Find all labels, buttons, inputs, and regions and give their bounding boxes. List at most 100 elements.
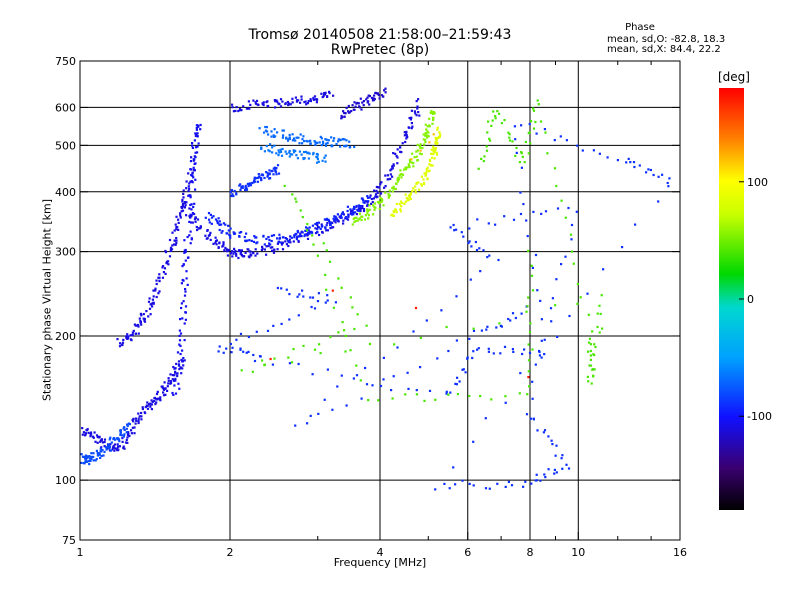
data-point <box>321 224 324 228</box>
data-point <box>426 134 429 137</box>
data-point <box>145 310 148 313</box>
data-point <box>248 239 251 242</box>
data-point <box>528 351 532 355</box>
data-point <box>319 227 322 230</box>
data-point <box>89 431 93 434</box>
data-point <box>318 343 321 346</box>
data-point <box>527 296 530 299</box>
data-point <box>89 435 92 438</box>
data-point <box>355 213 358 216</box>
data-point <box>92 452 95 455</box>
data-point <box>194 162 197 165</box>
data-point <box>109 449 112 452</box>
data-point <box>184 288 187 291</box>
data-point <box>224 223 227 226</box>
data-point <box>588 337 591 340</box>
data-point <box>308 226 311 229</box>
data-point <box>276 131 279 134</box>
data-point <box>406 371 409 374</box>
data-point <box>181 265 184 268</box>
data-point <box>99 450 102 453</box>
data-point <box>525 219 528 222</box>
data-point <box>281 136 284 139</box>
data-point <box>269 246 272 249</box>
data-point <box>347 110 350 113</box>
data-point <box>592 149 595 152</box>
data-point <box>377 94 380 97</box>
data-point <box>191 171 194 174</box>
data-point <box>337 220 340 223</box>
data-point <box>229 234 232 237</box>
data-point <box>540 212 543 215</box>
data-point <box>368 103 371 106</box>
data-point <box>668 177 671 180</box>
data-point <box>590 382 593 385</box>
data-point <box>367 214 370 217</box>
data-point <box>225 347 228 350</box>
data-point <box>161 266 164 269</box>
data-point <box>174 392 178 395</box>
data-point <box>403 131 406 134</box>
data-point <box>496 482 499 485</box>
x-tick-label: 6 <box>464 546 471 559</box>
data-point <box>123 433 126 436</box>
data-point <box>126 333 129 336</box>
data-point <box>428 141 431 144</box>
data-point <box>177 382 180 385</box>
data-point <box>229 236 232 239</box>
data-point <box>526 235 529 238</box>
data-point <box>539 479 542 482</box>
data-point <box>377 399 380 402</box>
data-point <box>259 355 262 358</box>
colorbar-tick-label: -100 <box>747 410 772 423</box>
data-point <box>173 229 176 232</box>
data-point <box>209 213 212 216</box>
data-point <box>432 133 435 136</box>
data-point <box>543 473 546 476</box>
data-point <box>190 168 193 171</box>
data-point <box>338 215 341 218</box>
data-point <box>420 184 423 187</box>
data-point <box>387 196 390 199</box>
data-point <box>348 140 351 143</box>
data-point <box>527 370 530 373</box>
data-point <box>396 148 399 151</box>
data-point <box>178 343 181 346</box>
data-point <box>300 235 303 238</box>
data-point <box>409 193 412 196</box>
data-point <box>283 184 286 187</box>
data-point <box>291 139 294 142</box>
data-point <box>367 100 370 103</box>
data-point <box>361 205 364 208</box>
data-point <box>579 296 582 299</box>
data-point <box>137 332 140 335</box>
data-point <box>326 299 329 302</box>
data-point <box>231 193 234 196</box>
data-point <box>299 209 302 212</box>
data-point <box>495 326 498 329</box>
data-point <box>163 267 167 270</box>
data-point <box>161 385 164 388</box>
data-point <box>281 241 284 244</box>
data-point <box>430 152 433 155</box>
data-point <box>193 139 196 142</box>
data-point <box>190 203 193 206</box>
data-point <box>188 215 191 218</box>
data-point <box>309 142 312 145</box>
data-point <box>461 368 464 371</box>
data-point <box>556 335 559 338</box>
colorbar-unit: [deg] <box>718 70 750 84</box>
data-point <box>343 111 346 115</box>
data-point <box>99 456 102 459</box>
data-point <box>252 181 255 184</box>
data-point <box>344 217 347 220</box>
data-point <box>181 317 184 320</box>
data-point <box>638 164 641 167</box>
data-point <box>589 354 592 357</box>
data-point <box>294 197 297 200</box>
data-point <box>331 289 334 292</box>
data-point <box>272 135 276 138</box>
data-point <box>391 165 394 168</box>
data-point <box>291 193 294 196</box>
data-point <box>414 306 418 310</box>
